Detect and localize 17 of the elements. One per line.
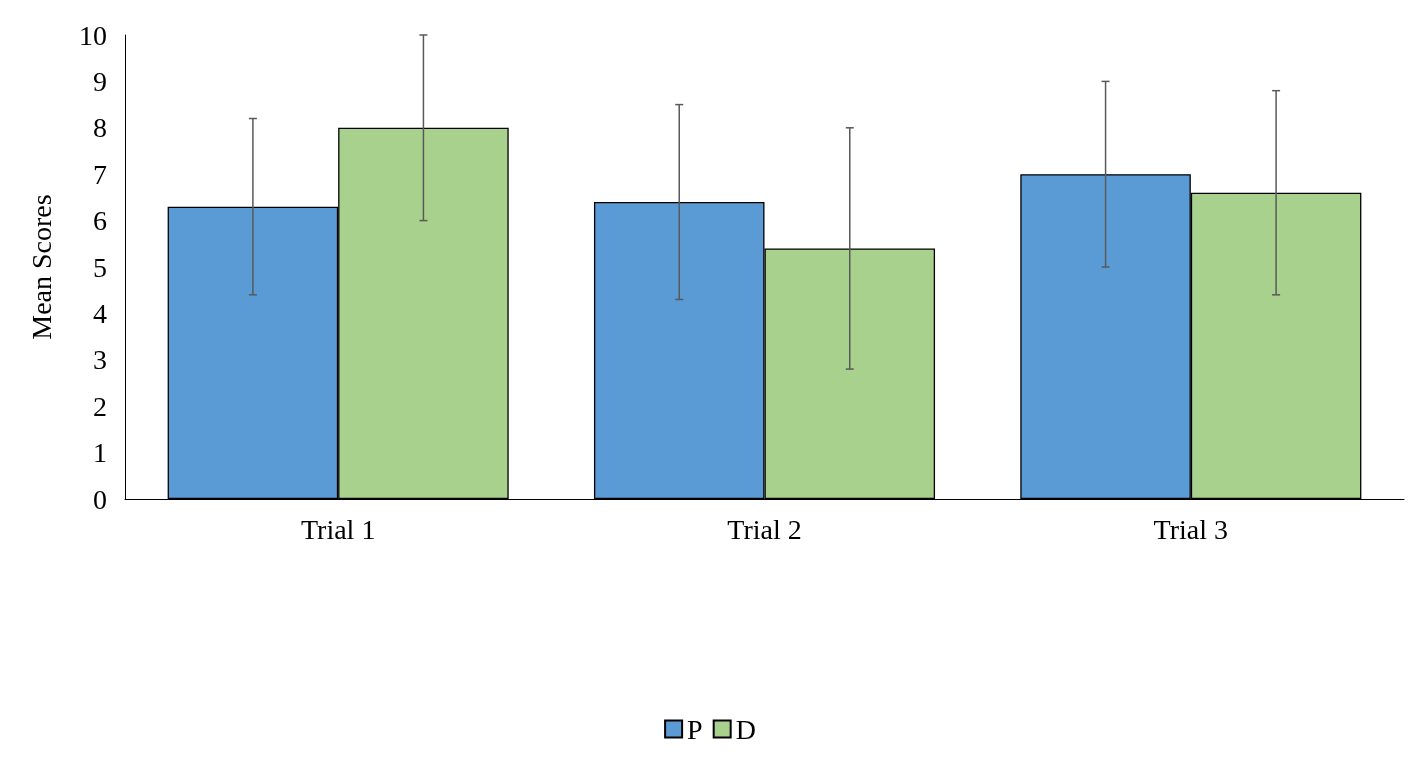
y-tick-label: 3 [93, 344, 107, 376]
y-tick-label: 2 [93, 390, 107, 422]
y-tick-label: 6 [93, 205, 107, 237]
y-tick-label: 1 [93, 437, 107, 469]
y-tick-label: 4 [93, 297, 107, 329]
y-tick-label: 9 [93, 65, 107, 97]
y-tick-label: 7 [93, 158, 107, 190]
x-tick-label: Trial 2 [727, 513, 802, 545]
y-tick-label: 5 [93, 251, 107, 283]
x-tick-label: Trial 3 [1153, 513, 1229, 545]
y-tick-label: 10 [79, 19, 107, 51]
y-axis-title: Mean Scores [25, 194, 57, 340]
legend-label: P [687, 713, 703, 745]
x-tick-label: Trial 1 [300, 513, 376, 545]
legend-label: D [735, 713, 756, 745]
y-tick-label: 0 [93, 483, 107, 515]
y-tick-label: 8 [93, 112, 107, 144]
